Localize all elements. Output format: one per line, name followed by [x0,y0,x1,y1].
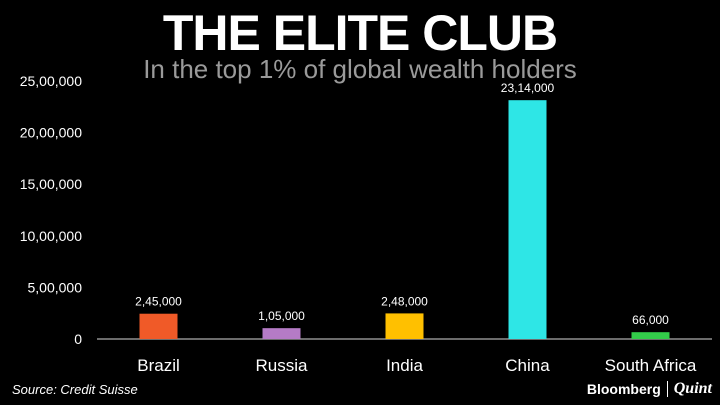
x-tick-label: India [386,356,423,375]
y-tick-label: 10,00,000 [20,228,82,244]
data-label: 2,45,000 [135,295,182,309]
chart-subtitle: In the top 1% of global wealth holders [143,54,577,84]
y-tick-label: 0 [74,331,82,347]
brand-bloomberg: Bloomberg [586,381,661,397]
x-tick-label: Russia [256,356,309,375]
x-tick-label: China [505,356,550,375]
data-label: 23,14,000 [501,81,555,95]
bar-brazil [139,313,178,339]
bar-south-africa [631,332,670,339]
x-tick-label: Brazil [137,356,180,375]
y-tick-label: 15,00,000 [20,176,82,192]
brand-quint: Quint [673,380,712,397]
x-tick-label: South Africa [605,356,697,375]
data-label: 1,05,000 [258,309,305,323]
data-label: 66,000 [632,313,669,327]
data-label: 2,48,000 [381,294,428,308]
brand-logo: Bloomberg Quint [587,380,712,398]
y-tick-label: 25,00,000 [20,73,82,89]
source-note: Source: Credit Suisse [12,382,138,397]
brand-divider [666,381,668,397]
bar-china [508,100,547,340]
chart-title: THE ELITE CLUB [162,5,558,61]
bar-russia [262,328,301,339]
bar-india [385,313,424,339]
y-tick-label: 5,00,000 [28,279,83,295]
y-tick-label: 20,00,000 [20,125,82,141]
